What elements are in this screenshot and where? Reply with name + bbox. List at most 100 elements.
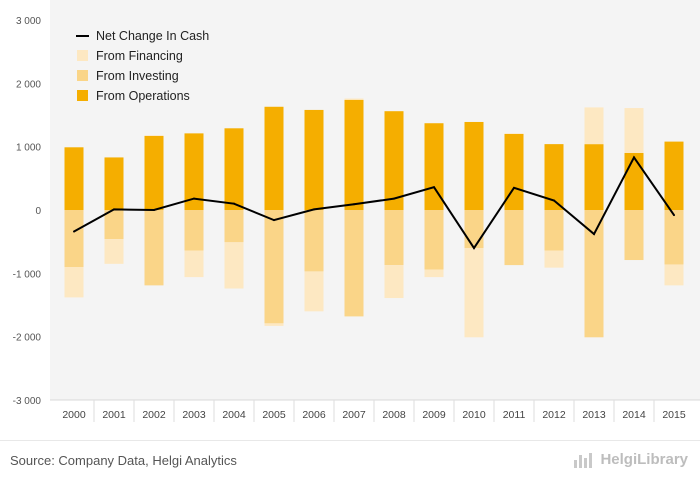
x-tick-label-2015: 2015 — [662, 409, 686, 421]
bar-operations-2011 — [504, 134, 524, 210]
net-change-point-2007 — [353, 203, 355, 206]
net-change-point-2009 — [433, 186, 435, 189]
bar-operations-2006 — [304, 109, 324, 210]
helgi-library-logo[interactable]: HelgiLibrary — [574, 451, 688, 468]
bar-financing-2013 — [584, 107, 604, 145]
bar-investing-2011 — [504, 210, 524, 266]
bar-investing-2010 — [464, 210, 484, 248]
x-tick-label-2006: 2006 — [302, 409, 326, 421]
net-change-line-layer — [73, 155, 675, 250]
source-note: Source: Company Data, Helgi Analytics — [10, 453, 237, 468]
net-change-point-2008 — [393, 197, 395, 200]
legend-swatch-operations — [77, 90, 88, 101]
helgi-library-icon — [574, 452, 596, 468]
x-tick-label-2008: 2008 — [382, 409, 406, 421]
bar-financing-2000 — [64, 267, 84, 298]
net-change-point-2012 — [553, 199, 555, 202]
bar-investing-2004 — [224, 210, 244, 243]
legend-label-net-change: Net Change In Cash — [96, 29, 209, 43]
bar-financing-2007 — [344, 98, 364, 100]
net-change-point-2006 — [313, 208, 315, 211]
x-tick-label-2009: 2009 — [422, 409, 446, 421]
y-tick-label: 0 — [35, 206, 41, 217]
legend-swatch-financing — [77, 50, 88, 61]
bar-operations-2004 — [224, 128, 244, 210]
x-axis-ticks: 2000 2001 2002 2003 2004 2005 2006 2007 2008 2009… — [62, 400, 686, 422]
legend-swatch-investing — [77, 70, 88, 81]
x-tick-label-2005: 2005 — [262, 409, 286, 421]
bar-investing-2013 — [584, 210, 604, 338]
y-tick-label: -2 000 — [13, 333, 42, 344]
x-tick-label-2002: 2002 — [142, 409, 166, 421]
bar-investing-2003 — [184, 210, 204, 251]
legend-label-operations: From Operations — [96, 89, 190, 103]
bar-financing-2002 — [144, 135, 164, 136]
bar-financing-2012 — [544, 250, 564, 268]
bar-operations-2000 — [64, 147, 84, 210]
bar-operations-2007 — [344, 99, 364, 210]
net-change-point-2015 — [673, 214, 675, 217]
bar-operations-2013 — [584, 144, 604, 210]
bar-financing-2006 — [304, 271, 324, 312]
bar-investing-2008 — [384, 210, 404, 266]
bar-operations-2010 — [464, 121, 484, 210]
bar-operations-2005 — [264, 106, 284, 210]
y-axis-ticks: -3 000 -2 000 -1 000 0 1 000 2 000 3 000 — [13, 16, 42, 407]
net-change-point-2011 — [513, 186, 515, 189]
net-change-point-2004 — [233, 202, 235, 205]
bars — [64, 98, 684, 338]
bar-financing-2003 — [184, 250, 204, 278]
footer: Source: Company Data, Helgi Analytics He… — [0, 440, 700, 484]
x-tick-label-2011: 2011 — [503, 409, 526, 421]
net-change-point-2013 — [593, 233, 595, 236]
x-tick-label-2013: 2013 — [582, 409, 606, 421]
bar-investing-2007 — [344, 210, 364, 317]
legend-label-financing: From Financing — [96, 49, 183, 63]
y-tick-label: 3 000 — [16, 16, 41, 27]
y-tick-label: 2 000 — [16, 79, 41, 90]
bar-operations-2015 — [664, 141, 684, 210]
legend: Net Change In Cash From Financing From I… — [76, 29, 209, 103]
bar-operations-2001 — [104, 157, 124, 210]
net-change-point-2002 — [153, 209, 155, 211]
y-tick-label: -3 000 — [13, 396, 42, 407]
legend-label-investing: From Investing — [96, 69, 179, 83]
bar-financing-2005 — [264, 323, 284, 326]
bar-investing-2002 — [144, 210, 164, 286]
y-tick-label: -1 000 — [13, 269, 42, 280]
bar-investing-2006 — [304, 210, 324, 272]
x-tick-label-2007: 2007 — [342, 409, 366, 421]
bar-investing-2012 — [544, 210, 564, 251]
bar-investing-2000 — [64, 210, 84, 267]
bar-financing-2008 — [384, 265, 404, 299]
y-tick-label: 1 000 — [16, 143, 41, 154]
x-tick-label-2012: 2012 — [542, 409, 566, 421]
net-change-point-2003 — [193, 197, 195, 200]
x-tick-label-2000: 2000 — [62, 409, 86, 421]
x-tick-label-2010: 2010 — [462, 409, 486, 421]
bar-operations-2008 — [384, 111, 404, 210]
bar-financing-2004 — [224, 242, 244, 289]
bar-operations-2002 — [144, 135, 164, 210]
net-change-point-2000 — [73, 230, 75, 233]
net-change-point-2001 — [113, 208, 115, 211]
x-tick-label-2004: 2004 — [222, 409, 246, 421]
bar-operations-2014 — [624, 153, 644, 210]
bar-financing-2014 — [624, 108, 644, 153]
bar-investing-2005 — [264, 210, 284, 324]
bar-financing-2009 — [424, 269, 444, 278]
bar-operations-2012 — [544, 144, 564, 210]
bar-investing-2015 — [664, 210, 684, 265]
bar-investing-2014 — [624, 210, 644, 261]
net-change-point-2005 — [273, 219, 275, 222]
brand-name: HelgiLibrary — [600, 451, 688, 468]
net-change-point-2010 — [473, 247, 475, 249]
x-tick-label-2003: 2003 — [182, 409, 206, 421]
bar-financing-2001 — [104, 239, 124, 264]
bar-financing-2011 — [504, 133, 524, 134]
bar-investing-2001 — [104, 210, 124, 240]
bar-operations-2003 — [184, 133, 204, 210]
bar-financing-2015 — [664, 264, 684, 286]
x-tick-label-2014: 2014 — [622, 409, 646, 421]
net-change-line — [73, 155, 675, 250]
